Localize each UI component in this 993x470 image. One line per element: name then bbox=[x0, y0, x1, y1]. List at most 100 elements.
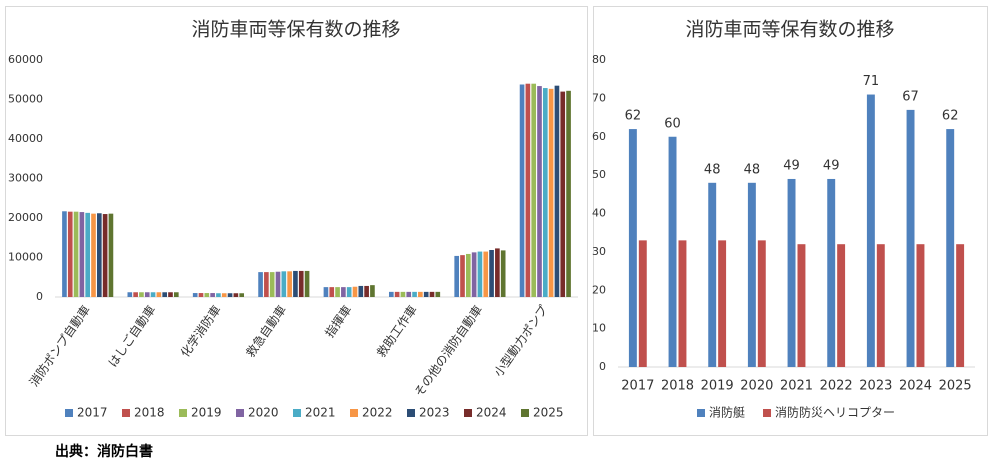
bar bbox=[293, 270, 298, 297]
bar bbox=[139, 292, 144, 297]
chart-title: 消防車両等保有数の推移 bbox=[685, 19, 894, 41]
bar bbox=[423, 291, 429, 297]
bar bbox=[192, 293, 198, 297]
bar bbox=[956, 244, 965, 367]
bar bbox=[264, 272, 269, 297]
bar bbox=[531, 83, 537, 297]
bar bbox=[108, 213, 114, 297]
y-tick-label: 0 bbox=[36, 290, 43, 303]
x-tick-label: 2025 bbox=[939, 379, 972, 394]
y-tick-label: 40000 bbox=[8, 132, 43, 145]
bar bbox=[797, 244, 806, 367]
bar bbox=[906, 109, 915, 367]
legend-label: 2020 bbox=[248, 406, 279, 420]
legend-label: 消防防災ヘリコプター bbox=[775, 405, 895, 420]
bar bbox=[747, 182, 756, 367]
y-tick-label: 30000 bbox=[8, 172, 43, 185]
y-tick-label: 70 bbox=[592, 91, 606, 104]
bar bbox=[542, 88, 548, 297]
bar bbox=[102, 214, 108, 297]
legend-label: 2017 bbox=[77, 406, 108, 420]
x-tick-label: 2022 bbox=[820, 379, 853, 394]
legend-label: 2022 bbox=[362, 406, 393, 420]
bar bbox=[85, 212, 91, 297]
y-tick-label: 80 bbox=[592, 53, 606, 66]
bar bbox=[471, 252, 477, 297]
bar bbox=[227, 293, 233, 297]
bar bbox=[358, 285, 364, 297]
bar bbox=[465, 253, 471, 297]
bar bbox=[233, 293, 239, 297]
bar bbox=[483, 251, 489, 297]
bar bbox=[204, 293, 210, 297]
bar bbox=[67, 211, 73, 297]
x-tick-label: 2020 bbox=[740, 379, 773, 394]
bar bbox=[173, 292, 179, 297]
bar bbox=[400, 291, 406, 297]
bar bbox=[156, 292, 162, 297]
legend-swatch bbox=[179, 409, 187, 417]
bar bbox=[418, 291, 423, 297]
bar bbox=[281, 271, 287, 297]
bar bbox=[946, 129, 955, 367]
bar bbox=[548, 88, 554, 298]
bar bbox=[275, 271, 281, 297]
x-tick-label: 2021 bbox=[780, 379, 813, 394]
legend-swatch bbox=[122, 409, 130, 417]
bar bbox=[162, 292, 168, 297]
bar bbox=[495, 248, 500, 297]
data-label: 67 bbox=[902, 89, 919, 104]
bar bbox=[628, 129, 637, 367]
legend-label: 2021 bbox=[305, 406, 336, 420]
bar bbox=[287, 271, 292, 297]
bar bbox=[73, 211, 79, 297]
legend-swatch bbox=[697, 409, 705, 417]
bar bbox=[876, 244, 885, 367]
data-label: 48 bbox=[704, 162, 721, 177]
data-label: 48 bbox=[744, 162, 761, 177]
legend-label: 2018 bbox=[134, 406, 165, 420]
y-tick-label: 10 bbox=[592, 322, 606, 335]
left-panel bbox=[5, 6, 588, 436]
bar bbox=[168, 292, 173, 297]
y-tick-label: 0 bbox=[599, 360, 606, 373]
legend-label: 2023 bbox=[419, 406, 450, 420]
bar bbox=[269, 272, 275, 297]
x-tick-label: 2018 bbox=[661, 379, 694, 394]
data-label: 49 bbox=[823, 158, 840, 173]
bar bbox=[560, 91, 566, 297]
bar bbox=[718, 240, 727, 367]
x-tick-label: 2024 bbox=[899, 379, 932, 394]
bar bbox=[335, 287, 340, 297]
bar bbox=[133, 292, 138, 297]
bar bbox=[346, 287, 352, 297]
legend-label: 消防艇 bbox=[709, 405, 745, 420]
bar bbox=[370, 285, 375, 297]
legend-swatch bbox=[65, 409, 73, 417]
bar bbox=[668, 136, 677, 367]
bar bbox=[412, 291, 417, 297]
data-label: 62 bbox=[942, 109, 959, 124]
bar bbox=[837, 244, 846, 367]
bar bbox=[454, 255, 460, 297]
bar bbox=[916, 244, 925, 367]
bar bbox=[477, 251, 483, 297]
legend-swatch bbox=[464, 409, 472, 417]
legend-label: 2019 bbox=[191, 406, 222, 420]
legend-label: 2024 bbox=[476, 406, 507, 420]
data-label: 71 bbox=[863, 74, 880, 89]
data-label: 60 bbox=[664, 116, 681, 131]
bar bbox=[566, 90, 571, 297]
y-tick-label: 30 bbox=[592, 245, 606, 258]
bar bbox=[429, 291, 435, 297]
bar bbox=[388, 291, 394, 297]
data-label: 62 bbox=[625, 109, 642, 124]
bar bbox=[500, 250, 506, 297]
bar bbox=[435, 291, 441, 297]
bar bbox=[239, 293, 245, 297]
y-tick-label: 50000 bbox=[8, 93, 43, 106]
x-tick-label: 2017 bbox=[621, 379, 654, 394]
bar bbox=[537, 86, 542, 297]
bar bbox=[91, 213, 96, 297]
bar bbox=[298, 270, 304, 297]
